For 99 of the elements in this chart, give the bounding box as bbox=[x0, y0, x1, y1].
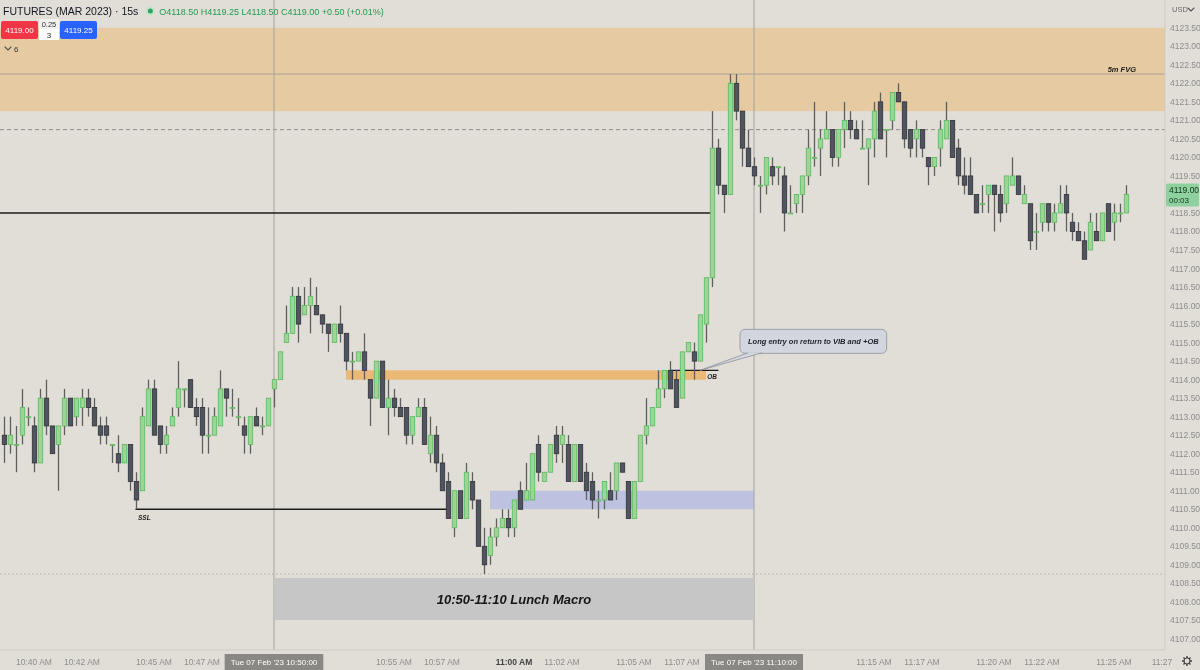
y-tick-label: 4117.00 bbox=[1170, 263, 1200, 274]
x-tick-label: 11:05 AM bbox=[616, 657, 652, 667]
candlestick bbox=[931, 156, 938, 177]
y-tick-label: 4120.50 bbox=[1170, 133, 1200, 144]
y-tick-label: 4110.00 bbox=[1170, 522, 1200, 533]
candlestick bbox=[787, 184, 794, 215]
y-tick-label: 4111.00 bbox=[1170, 485, 1200, 496]
text: FUTURES (MAR 2023) · 15s bbox=[3, 5, 139, 17]
candlestick bbox=[979, 184, 986, 214]
y-tick-label: 4108.50 bbox=[1170, 578, 1200, 589]
candlestick bbox=[919, 128, 926, 159]
y-tick-label: 4118.50 bbox=[1170, 207, 1200, 218]
x-tick-label: 11:02 AM bbox=[544, 657, 580, 667]
text: 4119.00 bbox=[1169, 185, 1200, 196]
annotation: 4119.25 bbox=[64, 26, 94, 35]
y-tick-label: 4117.50 bbox=[1170, 245, 1200, 255]
y-tick-label: 4118.00 bbox=[1170, 226, 1200, 237]
y-tick-label: 4108.00 bbox=[1170, 596, 1200, 607]
candlestick bbox=[505, 508, 512, 538]
text: 00:03 bbox=[1169, 196, 1190, 206]
candlestick bbox=[109, 443, 116, 464]
x-tick-label: 10:40 AM bbox=[16, 657, 52, 667]
x-tick-label: 11:27 bbox=[1151, 657, 1173, 667]
candlestick bbox=[223, 388, 230, 418]
candlestick bbox=[1045, 203, 1052, 233]
x-tick-label: 11:22 AM bbox=[1024, 657, 1060, 667]
x-tick-label: 10:42 AM bbox=[64, 657, 100, 667]
candlestick bbox=[913, 119, 920, 159]
candlestick bbox=[235, 397, 242, 427]
candlestick bbox=[517, 480, 524, 510]
candlestick bbox=[1063, 184, 1070, 233]
y-tick-label: 4112.50 bbox=[1170, 430, 1200, 441]
text: Tue 07 Feb '23 11:10:00 bbox=[710, 658, 798, 667]
y-tick-label: 4116.00 bbox=[1170, 300, 1200, 311]
x-tick-label: 10:55 AM bbox=[376, 657, 412, 667]
x-tick-label: 10:45 AM bbox=[136, 657, 172, 667]
y-tick-label: 4113.50 bbox=[1170, 393, 1200, 404]
annotation: 4119.00 bbox=[5, 26, 35, 35]
y-tick-label: 4121.00 bbox=[1170, 115, 1200, 126]
candlestick bbox=[553, 425, 560, 464]
y-tick-label: 4109.50 bbox=[1170, 541, 1200, 552]
x-tick-label: 11:17 AM bbox=[904, 657, 940, 667]
candlestick bbox=[385, 378, 392, 436]
y-tick-label: 4123.50 bbox=[1170, 22, 1200, 33]
x-tick-label: 10:47 AM bbox=[184, 657, 220, 667]
y-tick-label: 4119.50 bbox=[1170, 170, 1200, 181]
candlestick bbox=[163, 425, 170, 455]
y-tick-label: 4107.50 bbox=[1170, 615, 1200, 626]
candlestick bbox=[169, 406, 176, 427]
y-tick-label: 4122.50 bbox=[1170, 59, 1200, 70]
candlestick bbox=[229, 388, 236, 418]
candlestick bbox=[121, 443, 128, 464]
y-tick-label: 4123.00 bbox=[1170, 41, 1200, 52]
y-tick-label: 4122.00 bbox=[1170, 78, 1200, 89]
candlestick bbox=[925, 156, 932, 186]
candlestick bbox=[367, 378, 374, 427]
candlestick bbox=[241, 416, 248, 455]
candlestick bbox=[1021, 184, 1028, 205]
candlestick bbox=[1033, 212, 1040, 251]
candlestick bbox=[1, 416, 8, 464]
y-tick-label: 4111.50 bbox=[1170, 467, 1200, 478]
y-tick-label: 4114.00 bbox=[1170, 374, 1200, 385]
y-tick-label: 4109.00 bbox=[1170, 559, 1200, 570]
y-tick-label: 4113.00 bbox=[1170, 411, 1200, 422]
candlestick bbox=[1039, 203, 1046, 233]
candlestick bbox=[1015, 175, 1022, 196]
candlestick bbox=[607, 471, 614, 501]
candlestick bbox=[115, 434, 122, 473]
text: Tue 07 Feb '23 10:50:00 bbox=[230, 658, 318, 667]
candlestick bbox=[1093, 212, 1100, 242]
x-tick-label: 10:57 AM bbox=[424, 657, 460, 667]
y-tick-label: 4110.50 bbox=[1170, 504, 1200, 515]
candlestick bbox=[253, 406, 260, 427]
y-tick-label: 4116.50 bbox=[1170, 282, 1200, 293]
candlestick bbox=[985, 184, 992, 214]
y-tick-label: 4115.50 bbox=[1170, 319, 1200, 330]
y-tick-label: 4107.00 bbox=[1170, 633, 1200, 644]
x-tick-label: 11:20 AM bbox=[976, 657, 1012, 667]
x-tick-label: 11:07 AM bbox=[664, 657, 700, 667]
candlestick bbox=[883, 128, 890, 159]
candlestick bbox=[769, 156, 776, 186]
x-tick-label: 11:25 AM bbox=[1096, 657, 1132, 667]
annotation: 3 bbox=[46, 30, 52, 40]
y-tick-label: 4112.00 bbox=[1170, 448, 1200, 459]
candlestick bbox=[361, 332, 368, 381]
y-tick-label: 4121.50 bbox=[1170, 96, 1200, 107]
y-tick-label: 4114.50 bbox=[1170, 356, 1200, 367]
x-tick-label: 11:15 AM bbox=[856, 657, 892, 667]
y-tick-label: 4120.00 bbox=[1170, 152, 1200, 163]
candlestick bbox=[427, 416, 434, 464]
candlestick bbox=[331, 323, 338, 344]
band-label: 10:50-11:10 Lunch Macro bbox=[436, 592, 592, 607]
y-tick-label: 4115.00 bbox=[1170, 337, 1200, 348]
x-tick-label: 11:00 AM bbox=[495, 657, 533, 667]
candlestick bbox=[559, 425, 566, 464]
candlestick bbox=[775, 166, 782, 186]
candlestick bbox=[691, 341, 698, 381]
annotation: 6 bbox=[14, 45, 19, 54]
text: O4118.50 H4119.25 L4118.50 C4119.00 +0.50 (+0.01%) bbox=[159, 7, 384, 17]
